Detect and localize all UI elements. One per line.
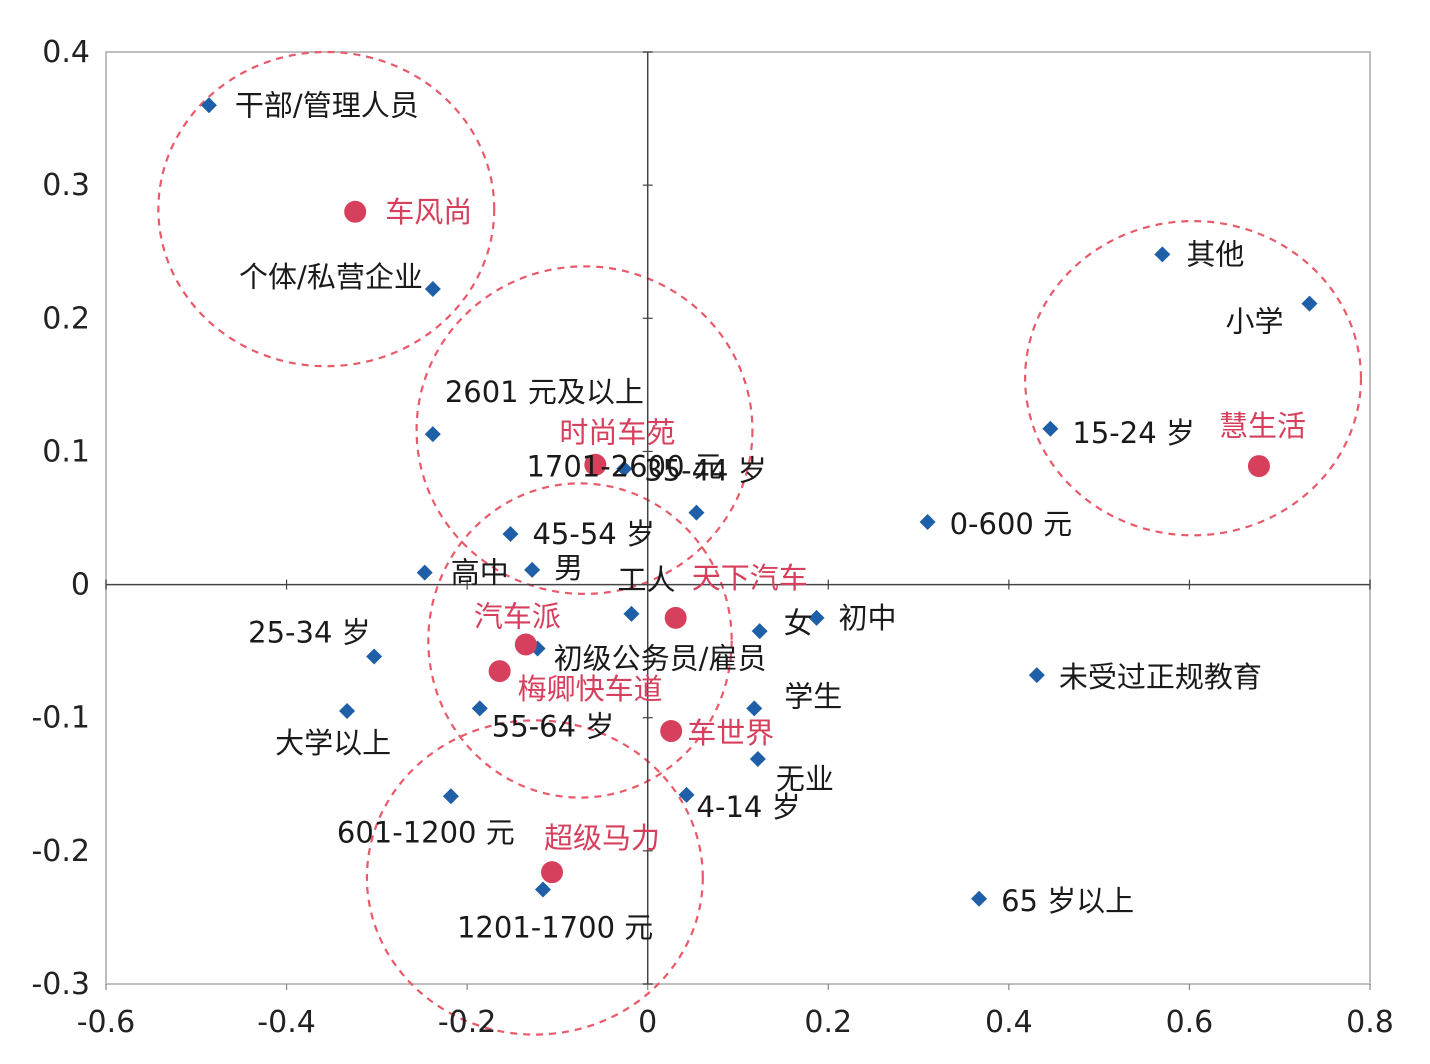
y-tick-label: 0.3 [42, 168, 90, 203]
brand-label: 车风尚 [385, 195, 472, 229]
point-label: 初级公务员/雇员 [554, 641, 767, 675]
brand-label: 天下汽车 [692, 561, 808, 595]
group-circle-5 [365, 719, 704, 1036]
y-tick-label: 0 [71, 568, 90, 603]
point-label: 45-54 岁 [532, 517, 655, 551]
point-marker [746, 700, 763, 717]
x-tick-label: 0.8 [1346, 1005, 1394, 1040]
data-points [200, 97, 1318, 907]
point-marker [616, 460, 633, 477]
x-tick-label: 0 [638, 1005, 657, 1040]
point-marker [416, 564, 433, 581]
brand-marker [584, 453, 607, 476]
brand-marker [1247, 455, 1270, 478]
point-label: 15-24 岁 [1072, 416, 1195, 450]
point-label: 学生 [784, 679, 842, 713]
point-label: 女 [784, 606, 813, 640]
point-marker [471, 700, 488, 717]
point-label: 小学 [1226, 305, 1284, 339]
x-tick-label: -0.4 [257, 1005, 316, 1040]
point-marker [678, 786, 695, 803]
point-marker [366, 648, 383, 665]
x-tick-label: -0.6 [77, 1005, 136, 1040]
point-marker [200, 97, 217, 114]
group-circle-4 [427, 482, 733, 799]
point-label: 初中 [839, 601, 897, 635]
point-marker [749, 750, 766, 767]
brand-label: 车世界 [687, 716, 774, 750]
point-label: 25-34 岁 [248, 615, 370, 649]
point-marker [1301, 295, 1318, 312]
point-marker [751, 623, 768, 640]
point-marker [424, 426, 441, 443]
point-label: 601-1200 元 [337, 815, 515, 849]
point-label: 2601 元及以上 [445, 375, 644, 409]
brand-marker [488, 660, 511, 683]
brand-marker [541, 861, 564, 884]
brand-label: 慧生活 [1219, 409, 1306, 443]
brand-label: 超级马力 [544, 821, 660, 855]
point-marker [623, 605, 640, 622]
point-label: 0-600 元 [950, 507, 1073, 541]
point-marker [919, 513, 936, 530]
x-tick-label: 0.4 [985, 1005, 1033, 1040]
y-tick-label: 0.2 [42, 301, 90, 336]
x-tick-label: 0.6 [1166, 1005, 1214, 1040]
x-tick-label: -0.2 [438, 1005, 497, 1040]
point-marker [442, 788, 459, 805]
point-marker [524, 561, 541, 578]
brand-marker [660, 720, 683, 743]
point-label: 其他 [1186, 237, 1244, 271]
y-tick-label: -0.2 [31, 834, 90, 869]
point-marker [502, 525, 519, 542]
brand-label: 梅卿快车道 [518, 672, 663, 706]
point-marker [339, 703, 356, 720]
brand-marker [664, 606, 687, 629]
y-tick-label: -0.1 [31, 701, 90, 736]
point-marker [688, 504, 705, 521]
point-label: 大学以上 [275, 726, 391, 760]
point-label: 个体/私营企业 [239, 260, 423, 294]
point-marker [534, 881, 551, 898]
plot-frame [105, 51, 1371, 985]
brand-label: 汽车派 [474, 599, 561, 633]
y-tick-label: 0.4 [42, 35, 90, 70]
y-tick-label: 0.1 [42, 434, 90, 469]
point-label: 65 岁以上 [1001, 884, 1134, 918]
point-marker [1028, 667, 1045, 684]
group-circle-2 [415, 265, 754, 595]
point-label: 工人 [617, 563, 675, 597]
point-label: 未受过正规教育 [1059, 660, 1262, 694]
point-marker [424, 280, 441, 297]
group-circle-1 [157, 50, 496, 368]
point-label: 4-14 岁 [697, 790, 801, 824]
point-label: 1201-1700 元 [457, 910, 653, 944]
point-label: 1701-2600 元 [526, 450, 722, 484]
point-marker [1154, 246, 1171, 263]
point-label: 无业 [776, 762, 834, 796]
point-marker [971, 890, 988, 907]
brand-label: 时尚车苑 [559, 416, 675, 450]
y-tick-label: -0.3 [31, 967, 90, 1002]
axes: -0.6 -0.4 -0.2 0 0.2 0.4 0.6 0.8 0.4 0.3 0.2 0.1 0 -0… [31, 35, 1393, 1040]
point-marker [808, 609, 825, 626]
point-label: 高中 [451, 556, 509, 590]
group-circles [157, 50, 1363, 1036]
x-tick-label: 0.2 [804, 1005, 852, 1040]
point-marker [1042, 420, 1059, 437]
brand-marker [514, 633, 537, 656]
brand-marker [344, 200, 367, 223]
point-label: 55-64 岁 [492, 709, 614, 743]
point-label: 干部/管理人员 [235, 88, 419, 122]
point-label: 35-44 岁 [644, 454, 767, 488]
group-circle-3 [1024, 219, 1363, 537]
point-label: 男 [554, 551, 583, 585]
